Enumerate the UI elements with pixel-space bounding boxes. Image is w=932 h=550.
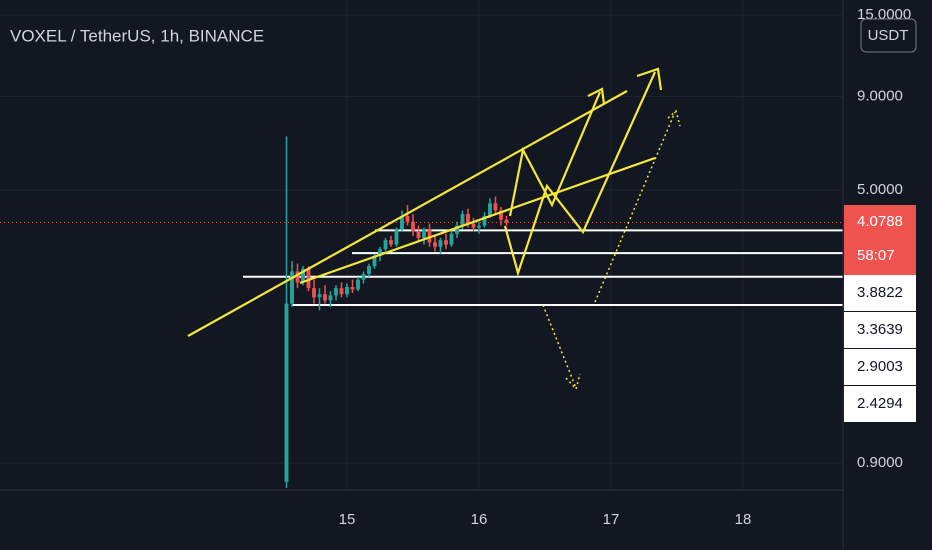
level-label: 3.3639 [857,321,903,338]
y-tick-label: 9.0000 [857,87,903,104]
candle-body [438,240,443,247]
candle-body [361,274,366,280]
candle-body [295,271,300,283]
candle-body [416,231,421,239]
candle-body [328,295,333,301]
candle-body [488,203,492,216]
candle-body [383,240,388,250]
x-tick-label: 15 [339,511,356,528]
candle-body [499,210,503,220]
candle-body [504,219,509,223]
level-label-box [844,275,916,311]
arrow-head [667,109,681,127]
arrow-head [636,67,663,91]
candle-body [312,288,316,298]
candle-body [466,214,470,224]
countdown-label: 58:07 [857,247,895,264]
x-tick-label: 18 [735,511,752,528]
candle-body [323,294,327,301]
candle-body [460,214,465,226]
trend-line [299,156,656,285]
candle-body [334,288,338,296]
candle-body [356,279,360,290]
candle-body [372,256,377,267]
candle-body [482,215,487,226]
candle-body [345,287,349,295]
zigzag-path [503,71,657,277]
level-label-box [844,386,916,422]
candle-body [284,303,289,482]
arrow-head [587,87,606,105]
candle-body [411,221,415,232]
levels [0,221,843,306]
candle-body [427,229,432,243]
unit-button-label[interactable]: USDT [868,27,909,44]
candle-body [477,225,481,228]
level-label: 2.9003 [857,358,903,375]
trend-line [187,90,628,337]
unit-button[interactable] [860,18,917,53]
zigzag-path [508,91,602,217]
candle-body [449,233,454,245]
x-tick-label: 16 [471,511,488,528]
candle-body [394,229,399,245]
candle-body [471,223,476,228]
drawings [187,67,681,391]
candle-body [433,242,437,247]
candle-body [455,225,459,234]
level-label: 3.8822 [857,284,903,301]
last-price-label: 4.0788 [857,213,903,230]
candle-body [493,203,498,211]
arrow-head [565,373,581,391]
y-tick-label: 5.0000 [857,181,903,198]
candle-body [290,271,294,304]
last-price-box [844,205,916,275]
candle-body [367,266,371,275]
candle-body [422,229,426,239]
candle-body [306,268,311,289]
candle-body [378,249,382,257]
candle-body [400,215,404,230]
dotted-path [594,111,676,303]
candle-body [350,287,355,290]
grid [0,0,843,490]
candle-body [317,294,322,298]
candles [284,136,509,488]
level-label-box [844,312,916,348]
candle-body [405,215,410,222]
y-tick-label: 0.9000 [857,454,903,471]
level-label-box [844,349,916,385]
chart-title: VOXEL / TetherUS, 1h, BINANCE [10,26,264,45]
candle-body [301,268,305,283]
level-label: 2.4294 [857,395,903,412]
candle-body [444,240,448,245]
x-tick-label: 17 [603,511,620,528]
candle-body [389,240,393,245]
candle-body [339,288,344,295]
